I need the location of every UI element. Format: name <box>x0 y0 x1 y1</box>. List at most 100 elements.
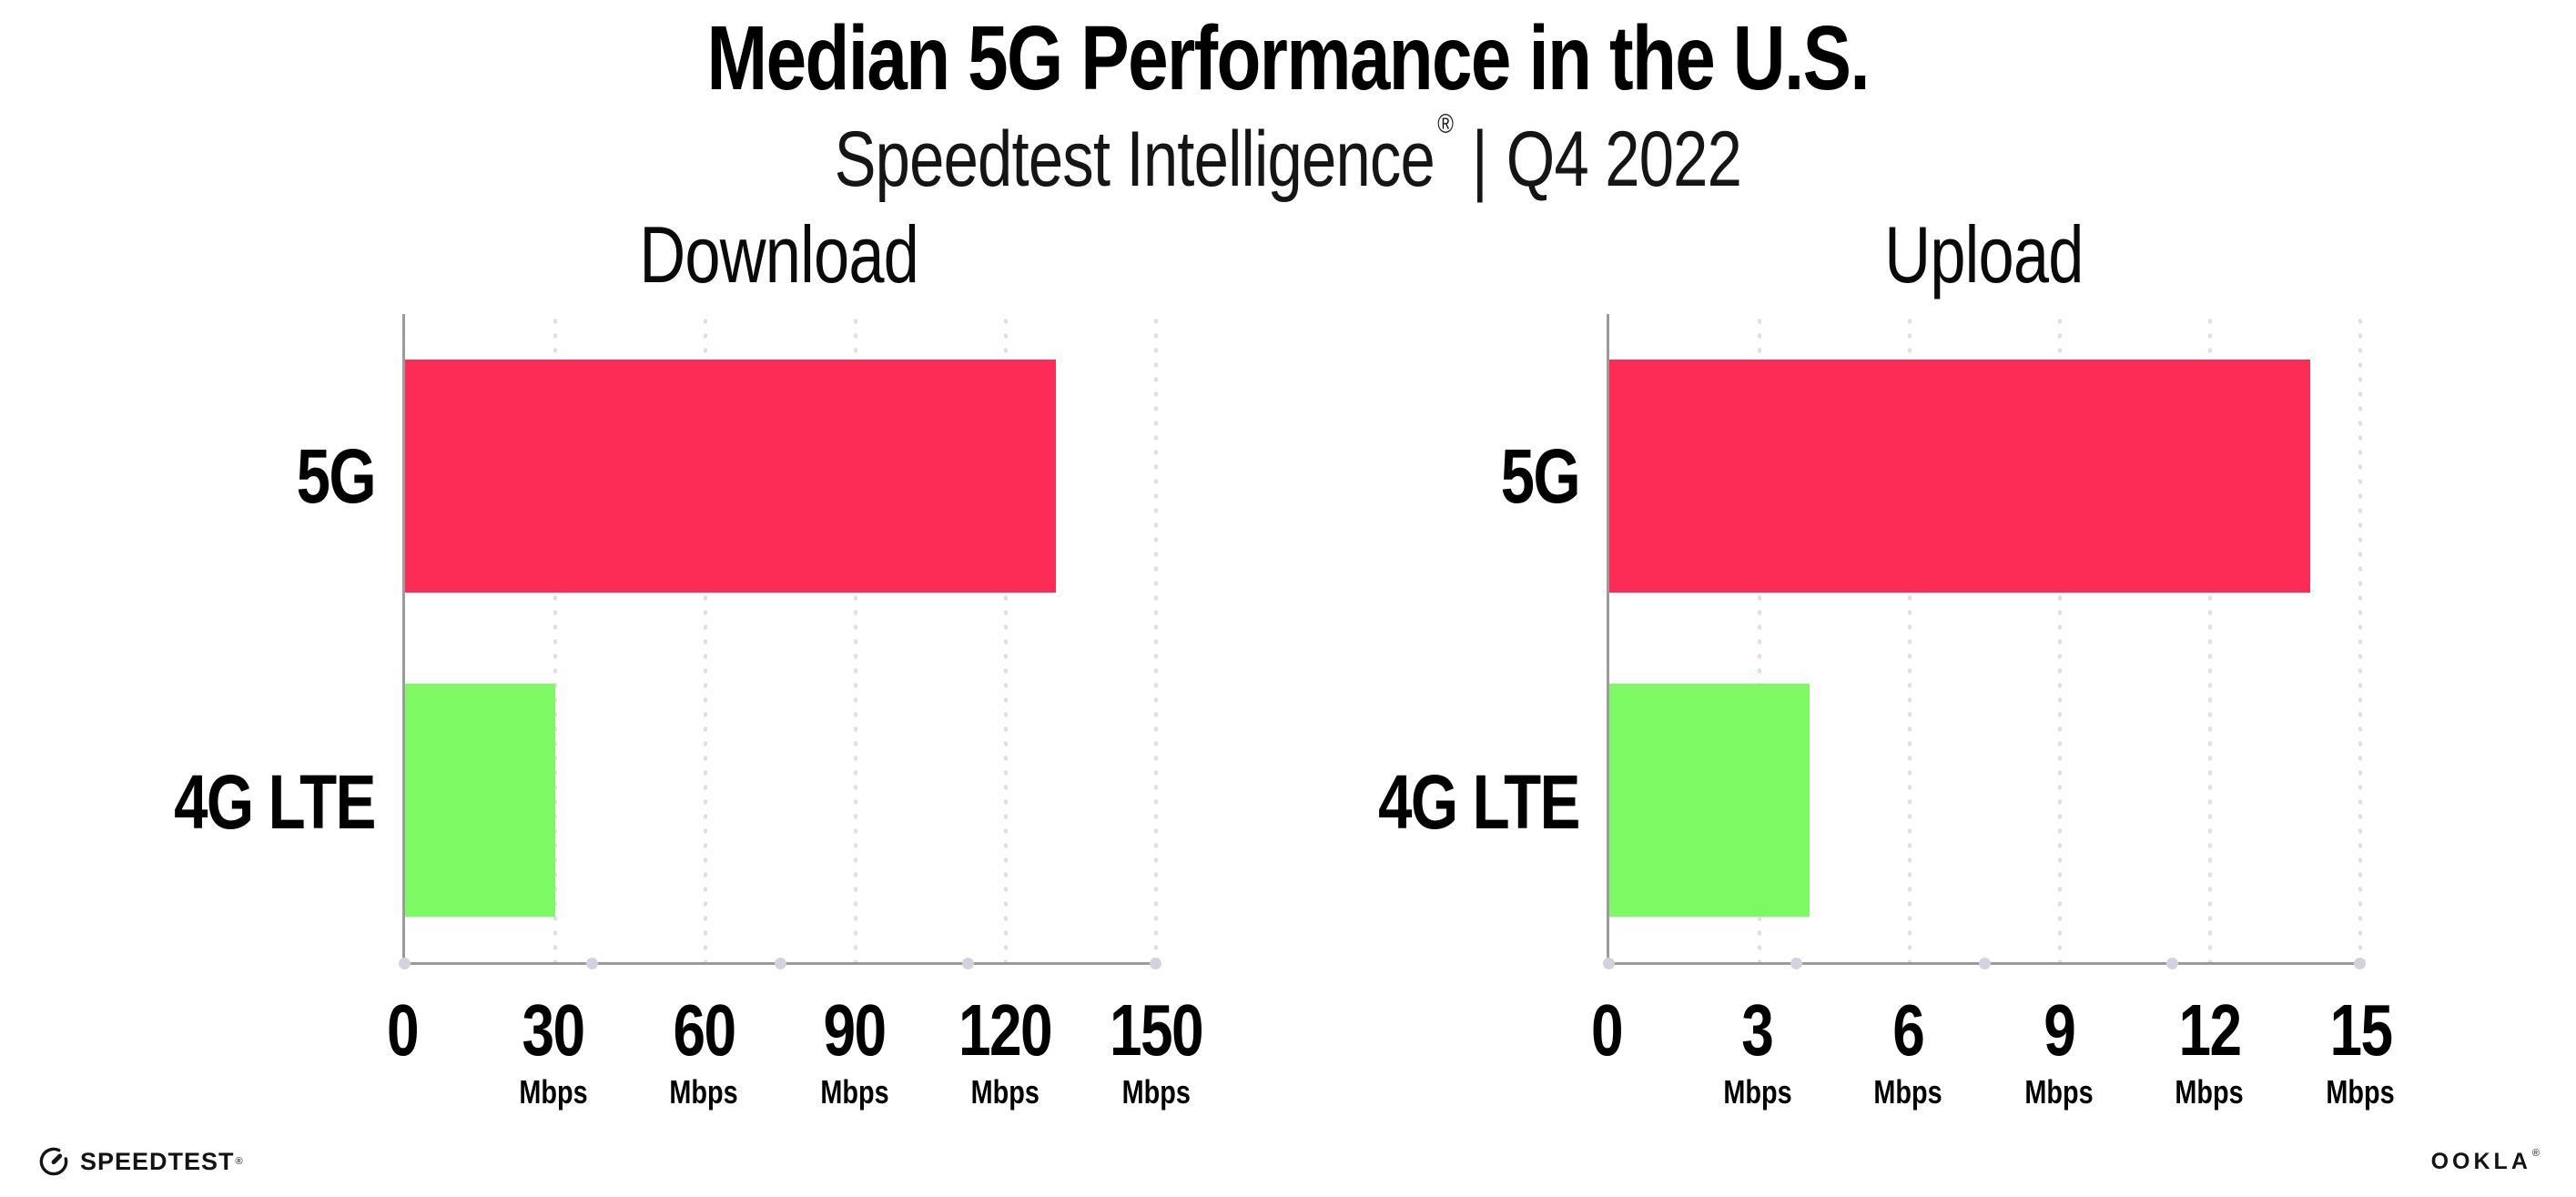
x-tick-value: 12 <box>2178 989 2242 1070</box>
gridline <box>2208 314 2212 962</box>
x-tick-unit: Mbps <box>2166 1076 2252 1109</box>
x-tick-value: 90 <box>823 989 887 1070</box>
speedtest-gauge-icon <box>39 1147 68 1176</box>
ookla-logo: OOKLA® <box>2431 1148 2540 1175</box>
x-tick-3: 3 Mbps <box>1715 965 1800 1109</box>
x-tick-unit-text: Mbps <box>1873 1073 1942 1111</box>
x-tick-value: 15 <box>2328 989 2393 1070</box>
download-x-axis-labels: 0 30 Mbps 60 Mbps 90 Mbps 120 Mbps 150 Mbps <box>387 965 1204 1124</box>
gridline <box>2058 314 2062 962</box>
gridline <box>1154 314 1158 962</box>
axis-tick-dot <box>1603 958 1615 969</box>
axis-tick-dot <box>961 958 974 969</box>
bars-group <box>1609 314 2360 962</box>
download-chart: Download 5G 4G LTE 0 30 Mbps 60 Mbps 90 Mbps 120… <box>157 200 1204 1124</box>
category-label-5g: 5G <box>157 314 402 640</box>
download-chart-title-text: Download <box>639 209 919 299</box>
axis-tick-dot <box>399 958 411 969</box>
x-tick-unit-text: Mbps <box>2175 1073 2244 1111</box>
upload-chart: Upload 5G 4G LTE 0 3 Mbps 6 Mbps 9 Mbps 12 Mbps 15… <box>1361 200 2394 1124</box>
speedtest-registered-icon: ® <box>235 1156 243 1167</box>
x-tick-number: 9 <box>2016 994 2102 1067</box>
bar-4g-lte-upload <box>1609 683 1810 918</box>
axis-tick-dot <box>1790 958 1803 969</box>
category-label-4g-lte: 4G LTE <box>157 640 402 966</box>
page-title-text: Median 5G Performance in the U.S. <box>706 7 1871 109</box>
x-tick-value: 120 <box>958 989 1053 1070</box>
x-tick-30: 30 Mbps <box>511 965 596 1109</box>
subtitle-period: Q4 2022 <box>1506 116 1742 203</box>
x-tick-unit: Mbps <box>661 1076 746 1109</box>
category-label-4g-lte: 4G LTE <box>1361 640 1607 966</box>
bars-group <box>405 314 1156 962</box>
subtitle-brand: Speedtest Intelligence <box>834 116 1435 203</box>
x-tick-unit: Mbps <box>2317 1076 2403 1109</box>
upload-plot-area <box>1603 314 2366 969</box>
bar-row-5g <box>1609 314 2360 638</box>
x-tick-unit-text: Mbps <box>820 1073 889 1111</box>
x-tick-6: 6 Mbps <box>1865 965 1951 1109</box>
bar-row-5g <box>405 314 1156 638</box>
page-title: Median 5G Performance in the U.S. <box>0 13 2576 104</box>
speedtest-wordmark: SPEEDTEST <box>80 1147 235 1175</box>
x-tick-90: 90 Mbps <box>812 965 898 1109</box>
x-tick-unit-text: Mbps <box>1121 1073 1191 1111</box>
bar-row-4g-lte <box>405 638 1156 962</box>
page-subtitle-text: Speedtest Intelligence ® | Q4 2022 <box>835 109 1742 199</box>
subtitle-separator: | <box>1472 116 1488 203</box>
x-tick-value: 6 <box>1892 989 1925 1070</box>
axis-tick-dot <box>774 958 786 969</box>
category-label-text: 5G <box>296 433 377 520</box>
x-tick-unit <box>383 1076 422 1109</box>
x-tick-value: 0 <box>1591 989 1624 1070</box>
upload-chart-title: Upload <box>1607 208 2360 314</box>
x-tick-unit: Mbps <box>1865 1076 1951 1109</box>
x-tick-unit-text: Mbps <box>970 1073 1040 1111</box>
x-tick-120: 120 Mbps <box>948 965 1063 1109</box>
bar-4g-lte-download <box>405 683 555 918</box>
x-tick-value: 30 <box>522 989 586 1070</box>
upload-category-labels: 5G 4G LTE <box>1361 314 1607 965</box>
ookla-wordmark: OOKLA <box>2430 1149 2531 1174</box>
x-tick-number: 0 <box>383 994 422 1067</box>
bar-5g-upload <box>1609 359 2310 593</box>
x-tick-value: 9 <box>2043 989 2076 1070</box>
registered-trademark-icon: ® <box>1437 109 1454 139</box>
x-tick-number: 90 <box>812 994 898 1067</box>
x-tick-0: 0 <box>1587 965 1627 1109</box>
x-tick-12: 12 Mbps <box>2166 965 2252 1109</box>
bar-5g-download <box>405 359 1056 593</box>
charts-row: Download 5G 4G LTE 0 30 Mbps 60 Mbps 90 Mbps 120… <box>0 200 2394 1124</box>
x-tick-15: 15 Mbps <box>2317 965 2403 1109</box>
x-tick-unit: Mbps <box>1715 1076 1800 1109</box>
x-tick-unit: Mbps <box>812 1076 898 1109</box>
x-tick-unit: Mbps <box>2016 1076 2102 1109</box>
download-chart-title: Download <box>402 208 1156 314</box>
download-plot-area <box>399 314 1161 969</box>
bar-row-4g-lte <box>1609 638 2360 962</box>
category-label-text: 4G LTE <box>174 758 376 845</box>
header: Median 5G Performance in the U.S. Speedt… <box>0 0 2576 198</box>
x-tick-number: 120 <box>948 994 1063 1067</box>
page-subtitle: Speedtest Intelligence ® | Q4 2022 <box>0 109 2576 199</box>
gridline <box>704 314 707 962</box>
x-tick-unit: Mbps <box>511 1076 596 1109</box>
x-tick-number: 0 <box>1587 994 1627 1067</box>
x-tick-unit-text: Mbps <box>2024 1073 2094 1111</box>
upload-chart-title-text: Upload <box>1883 209 2084 299</box>
x-tick-number: 15 <box>2317 994 2403 1067</box>
gridline <box>1758 314 1761 962</box>
x-tick-number: 30 <box>511 994 596 1067</box>
ookla-registered-icon: ® <box>2531 1148 2540 1159</box>
x-tick-value: 60 <box>673 989 736 1070</box>
x-tick-unit: Mbps <box>1098 1076 1213 1109</box>
gridline <box>553 314 557 962</box>
x-tick-0: 0 <box>383 965 422 1109</box>
x-tick-unit: Mbps <box>948 1076 1063 1109</box>
gridline <box>2358 314 2362 962</box>
axis-tick-dot <box>1978 958 1991 969</box>
axis-tick-dot <box>1150 958 1161 969</box>
footer: SPEEDTEST ® OOKLA® <box>38 1146 2540 1177</box>
x-tick-unit <box>1587 1076 1627 1109</box>
